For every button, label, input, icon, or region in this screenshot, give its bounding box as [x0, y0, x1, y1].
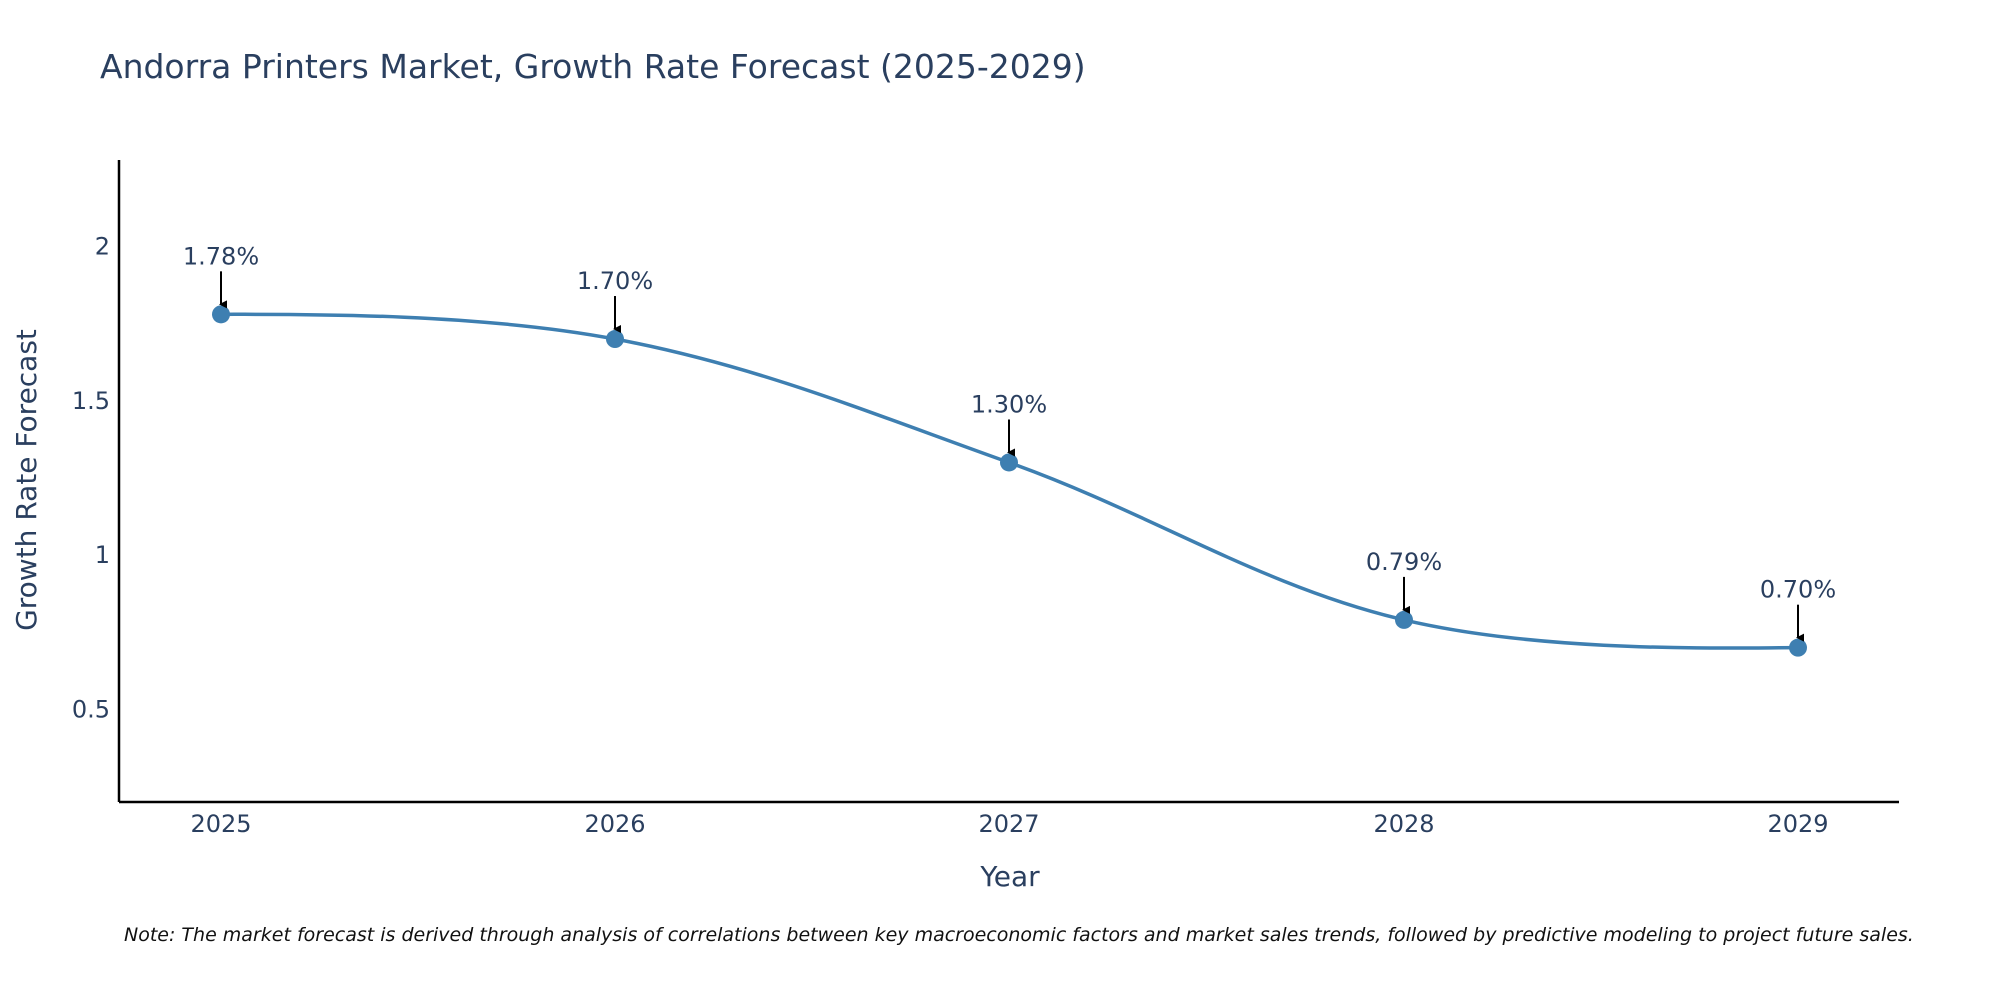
x-tick-label: 2025 — [190, 810, 251, 838]
data-value-label: 0.79% — [1366, 548, 1442, 576]
axes — [117, 160, 1899, 804]
x-axis-title: Year — [979, 860, 1040, 893]
data-value-label: 0.70% — [1760, 576, 1836, 604]
data-point-marker — [1395, 610, 1413, 629]
data-point-marker — [1789, 638, 1807, 657]
series-line-growth-rate — [220, 312, 1799, 650]
data-value-label: 1.78% — [183, 242, 259, 270]
y-tick-label: 2 — [95, 232, 110, 260]
x-tick-label: 2026 — [584, 810, 645, 838]
data-point-marker — [1000, 453, 1018, 472]
y-tick-label: 1 — [95, 541, 110, 569]
chart-title: Andorra Printers Market, Growth Rate For… — [100, 47, 1086, 86]
data-point-marker — [606, 330, 624, 349]
data-value-label: 1.70% — [577, 267, 653, 295]
data-point-marker — [212, 305, 230, 324]
y-axis-ticks: 0.5 1 1.5 2 — [72, 232, 110, 723]
y-tick-label: 1.5 — [72, 387, 110, 415]
x-tick-label: 2029 — [1767, 810, 1828, 838]
forecast-note: Note: The market forecast is derived thr… — [124, 924, 1914, 946]
x-tick-label: 2027 — [978, 810, 1039, 838]
data-value-label: 1.30% — [971, 390, 1047, 418]
y-axis-title: Growth Rate Forecast — [10, 329, 43, 631]
data-points — [212, 305, 1807, 657]
x-axis-ticks: 2025 2026 2027 2028 2029 — [190, 810, 1828, 838]
x-tick-label: 2028 — [1373, 810, 1434, 838]
data-labels: 1.78% 1.70% 1.30% 0.79% 0.70% — [183, 242, 1836, 642]
y-tick-label: 0.5 — [72, 695, 110, 723]
